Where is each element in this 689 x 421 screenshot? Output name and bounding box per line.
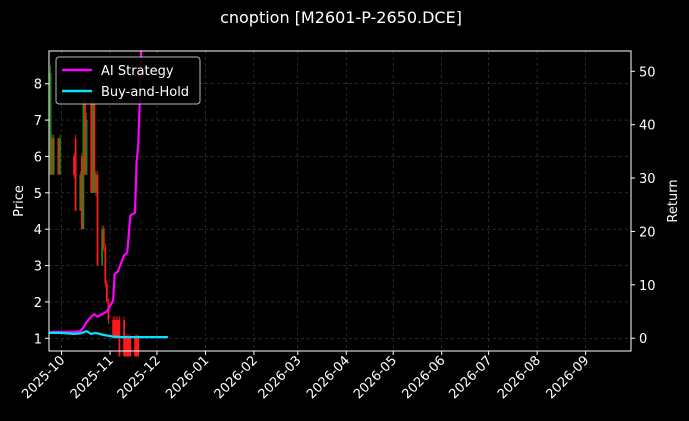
grid (49, 51, 631, 351)
left-axis: 1 2 3 4 5 6 7 8 (34, 78, 49, 347)
candle (105, 280, 108, 302)
candle (104, 243, 107, 288)
y2-tick-label: 20 (639, 225, 656, 240)
plot-frame (48, 50, 632, 352)
candle-body (115, 320, 118, 339)
candle-body (124, 338, 127, 357)
y2-tick-label: 40 (639, 119, 656, 134)
y-axis-label: Price (12, 185, 27, 217)
candle-body (123, 320, 125, 357)
line-buy-and-hold (49, 330, 168, 339)
candle (124, 334, 127, 357)
y-tick-label: 6 (34, 150, 42, 165)
candle (52, 134, 55, 175)
candle-body (112, 320, 115, 339)
candle-body (101, 229, 104, 266)
candle (59, 134, 61, 175)
candle (115, 316, 118, 339)
candle (73, 152, 75, 179)
candle (90, 98, 93, 193)
y2-tick-label: 0 (639, 332, 647, 347)
candle-body (82, 101, 85, 230)
candle-body (80, 156, 83, 230)
candle (93, 98, 96, 193)
candle-body (102, 229, 105, 248)
y-tick-label: 8 (34, 78, 42, 93)
candle-body (84, 83, 86, 175)
candle (79, 171, 82, 211)
candle (51, 134, 54, 175)
candle (102, 225, 105, 251)
y-tick-label: 4 (34, 223, 42, 238)
legend-label-buy-and-hold: Buy-and-Hold (101, 85, 189, 100)
y-tick-label: 3 (34, 260, 42, 275)
candle (91, 98, 94, 193)
candle (134, 334, 136, 357)
y-tick-label: 5 (34, 187, 42, 202)
candle-body (129, 338, 132, 357)
candle-body (93, 101, 96, 193)
candle-body (57, 138, 60, 175)
candle (95, 171, 97, 197)
candle-body (79, 174, 82, 211)
legend-label-ai-strategy: AI Strategy (101, 64, 174, 79)
y2-tick-label: 30 (639, 172, 656, 187)
candle-body (52, 138, 55, 175)
candle (135, 334, 138, 357)
candle (74, 134, 77, 211)
candle-body (105, 283, 108, 302)
candle-body (90, 101, 93, 193)
candle (113, 316, 116, 339)
candle-body (85, 120, 88, 175)
candle (112, 316, 115, 339)
candle (126, 334, 129, 357)
candle (49, 65, 52, 175)
candle-body (137, 338, 140, 357)
candles (49, 65, 140, 357)
line-ai-strategy (49, 51, 143, 334)
candle (96, 171, 99, 266)
candle-body (126, 338, 129, 357)
candle (137, 334, 140, 357)
y-tick-label: 1 (34, 332, 42, 347)
candle-body (104, 247, 107, 284)
candle-body (116, 320, 119, 339)
candle (85, 112, 88, 175)
candle-body (91, 101, 94, 193)
candle-body (96, 174, 99, 266)
candle-body (74, 138, 77, 211)
y2-tick-label: 10 (639, 279, 656, 294)
series-lines (49, 51, 168, 339)
candle (116, 316, 119, 339)
candle-body (135, 338, 138, 357)
y-tick-label: 2 (34, 296, 42, 311)
candle (57, 138, 60, 175)
candle-body (95, 174, 97, 193)
candle-body (113, 320, 116, 339)
candle-body (51, 138, 54, 175)
candle-body (49, 72, 52, 175)
y2-axis-label: Return (666, 179, 681, 222)
candle-body (134, 338, 136, 357)
legend: AI Strategy Buy-and-Hold (55, 56, 201, 105)
y-tick-label: 7 (34, 114, 42, 129)
chart-title: cnoption [M2601-P-2650.DCE] (220, 8, 462, 27)
candle (129, 334, 132, 357)
candle (101, 225, 104, 266)
candle (82, 83, 85, 230)
candle-body (118, 320, 121, 357)
candle (127, 334, 130, 357)
y2-tick-label: 50 (639, 65, 656, 80)
candle-body (73, 156, 75, 175)
right-axis: 0 10 20 30 40 50 (631, 65, 656, 347)
candle-body (59, 138, 61, 175)
candle-body (127, 338, 130, 357)
candle (80, 152, 83, 230)
